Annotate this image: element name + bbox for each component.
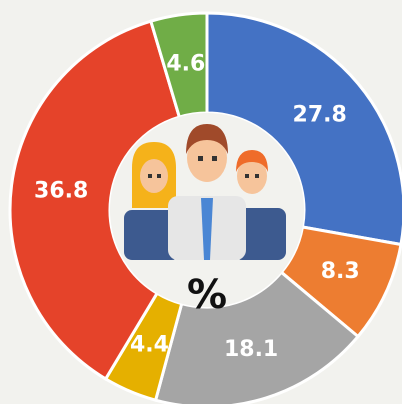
center-label: % — [187, 272, 227, 318]
data-label: 4.6 — [166, 52, 205, 77]
data-label: 36.8 — [34, 179, 88, 204]
people-icon — [124, 124, 286, 260]
data-label: 18.1 — [224, 337, 278, 362]
donut — [8, 11, 402, 404]
data-label: 8.3 — [321, 259, 360, 284]
data-label: 4.4 — [130, 332, 169, 357]
data-label: 27.8 — [293, 103, 347, 128]
